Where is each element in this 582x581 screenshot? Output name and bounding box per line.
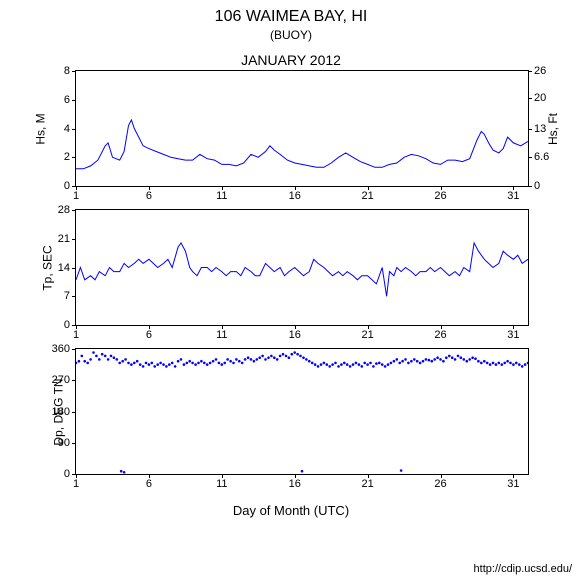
series	[76, 210, 528, 325]
xtick-label: 21	[361, 190, 373, 202]
xtick-label: 6	[146, 478, 152, 490]
footer-url: http://cdip.ucsd.edu/	[474, 563, 572, 575]
hs-ylabel-left: Hs, M	[34, 113, 48, 144]
xtick-label: 16	[289, 329, 301, 341]
xtick-label: 6	[146, 190, 152, 202]
ytick-label: 360	[52, 343, 70, 355]
xtick-label: 1	[73, 190, 79, 202]
tp-ylabel-left: Tp, SEC	[41, 245, 55, 290]
hs-chart: Hs, M Hs, Ft 0246806.6132026161116212631	[75, 70, 527, 187]
ytick-label: 28	[58, 204, 70, 216]
xtick-label: 11	[216, 478, 227, 490]
xtick-label: 31	[507, 190, 519, 202]
station-title: 106 WAIMEA BAY, HI	[0, 8, 582, 26]
xtick-label: 26	[434, 329, 446, 341]
tp-chart: Tp, SEC 07142128161116212631	[75, 209, 527, 326]
ytick-label: 0	[64, 468, 70, 480]
xtick-label: 6	[146, 329, 152, 341]
xtick-label: 1	[73, 329, 79, 341]
xtick-label: 16	[289, 478, 301, 490]
ytick-label-right: 13	[534, 123, 546, 135]
xtick-label: 16	[289, 190, 301, 202]
ytick-label: 2	[64, 151, 70, 163]
title-block: 106 WAIMEA BAY, HI (BUOY) JANUARY 2012	[0, 0, 582, 68]
xtick-label: 26	[434, 190, 446, 202]
ytick-label-right: 0	[534, 180, 540, 192]
xtick-label: 26	[434, 478, 446, 490]
ytick-label: 6	[64, 94, 70, 106]
xtick-label: 1	[73, 478, 79, 490]
x-axis-label: Day of Month (UTC)	[0, 503, 582, 518]
xtick-label: 21	[361, 329, 373, 341]
ytick-label: 21	[58, 233, 70, 245]
xtick-label: 31	[507, 478, 519, 490]
xtick-label: 21	[361, 478, 373, 490]
series	[76, 71, 528, 186]
dp-chart: Dp, DEG TN 090180270360161116212631	[75, 348, 527, 475]
tp-plot: 07142128161116212631	[75, 209, 529, 326]
ytick-label-right: 20	[534, 92, 546, 104]
ytick-label: 180	[52, 406, 70, 418]
ytick-label: 0	[64, 180, 70, 192]
page: 106 WAIMEA BAY, HI (BUOY) JANUARY 2012 H…	[0, 0, 582, 581]
ytick-label-right: 26	[534, 65, 546, 77]
hs-plot: 0246806.6132026161116212631	[75, 70, 529, 187]
ytick-label: 4	[64, 123, 70, 135]
xtick-label: 31	[507, 329, 519, 341]
ytick-label: 0	[64, 319, 70, 331]
ytick-label-right: 6.6	[534, 151, 549, 163]
ytick-label: 8	[64, 65, 70, 77]
ytick-label: 90	[58, 437, 70, 449]
hs-ylabel-right: Hs, Ft	[546, 113, 560, 145]
ytick-label: 14	[58, 262, 70, 274]
series	[76, 349, 528, 474]
xtick-label: 11	[216, 329, 227, 341]
ytick-label: 7	[64, 290, 70, 302]
ytick-label: 270	[52, 374, 70, 386]
dp-plot: 090180270360161116212631	[75, 348, 529, 475]
station-subtitle: (BUOY)	[0, 28, 582, 42]
period-title: JANUARY 2012	[0, 52, 582, 68]
chart-area: Hs, M Hs, Ft 0246806.6132026161116212631…	[0, 70, 582, 518]
xtick-label: 11	[216, 190, 227, 202]
